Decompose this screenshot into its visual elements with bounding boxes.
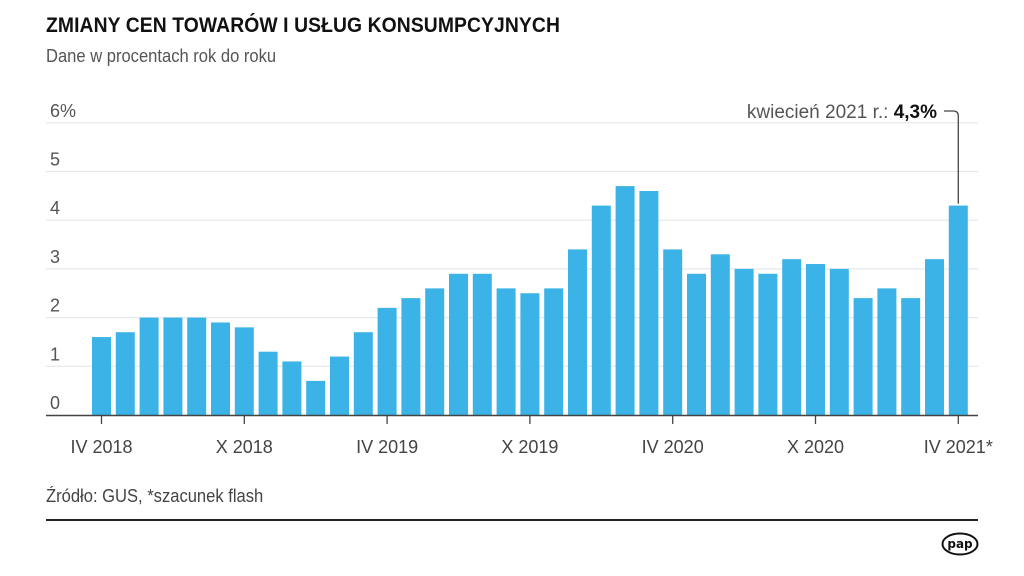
annotation-leader-line: [944, 110, 959, 204]
x-tick-label: IV 2021*: [924, 437, 993, 457]
x-tick-label: X 2020: [787, 437, 844, 457]
svg-text:pap: pap: [947, 537, 973, 551]
bar: [710, 254, 730, 415]
y-tick-label: 2: [50, 296, 60, 316]
bar: [258, 351, 278, 415]
y-tick-label: 0: [50, 393, 60, 413]
bar: [92, 337, 111, 415]
bar: [187, 317, 207, 415]
y-tick-label: 3: [50, 247, 60, 267]
bar: [306, 380, 326, 415]
bar: [639, 190, 659, 415]
x-tick-label: IV 2020: [642, 437, 704, 457]
y-tick-label: 5: [50, 150, 60, 170]
y-tick-label: 4: [50, 198, 60, 218]
y-axis-ticks: 0 1 2 3 4 5 6%: [50, 101, 76, 413]
bars: [92, 186, 968, 415]
bar: [425, 288, 445, 415]
bar: [472, 273, 492, 415]
bar: [948, 205, 968, 415]
bar: [449, 273, 468, 415]
footer-divider: [46, 519, 978, 521]
bar: [925, 259, 944, 415]
y-tick-label: 6%: [50, 101, 76, 121]
bar: [520, 293, 540, 415]
y-tick-label: 1: [50, 344, 60, 364]
annotation-prefix: kwiecień 2021 r.:: [747, 102, 894, 123]
annotation-value: 4,3%: [894, 102, 937, 123]
bar: [663, 249, 683, 415]
bar: [568, 249, 587, 415]
chart-subtitle: Dane w procentach rok do roku: [46, 46, 277, 66]
bar: [544, 288, 564, 415]
bar: [901, 298, 921, 415]
bar: [234, 327, 254, 415]
x-tick-label: IV 2018: [70, 437, 132, 457]
chart-title: ZMIANY CEN TOWARÓW I USŁUG KONSUMPCYJNYC…: [46, 14, 560, 37]
x-tick-label: IV 2019: [356, 437, 418, 457]
bar: [353, 332, 373, 415]
annotation: kwiecień 2021 r.: 4,3%: [747, 102, 959, 204]
bar: [758, 273, 778, 415]
bar: [687, 273, 706, 415]
bar: [139, 317, 159, 415]
x-axis-ticks: IV 2018 X 2018 IV 2019 X 2019 IV 2020 X 2020 I…: [70, 415, 993, 457]
pap-logo-icon: pap: [941, 532, 979, 556]
bar: [853, 298, 873, 415]
bar: [282, 361, 302, 415]
bar: [496, 288, 516, 415]
x-tick-label: X 2018: [216, 437, 273, 457]
bar: [782, 259, 802, 415]
bar: [806, 264, 825, 415]
x-tick-label: X 2019: [501, 437, 558, 457]
bar: [163, 317, 183, 415]
bar: [115, 332, 135, 415]
bar: [330, 356, 349, 415]
bar: [829, 268, 849, 415]
bar: [377, 307, 397, 415]
bar: [401, 298, 421, 415]
source-note: Źródło: GUS, *szacunek flash: [46, 486, 264, 506]
bar: [877, 288, 897, 415]
bar: [591, 205, 611, 415]
bar: [615, 186, 635, 415]
bar: [211, 322, 230, 415]
annotation-label: kwiecień 2021 r.: 4,3%: [747, 102, 937, 123]
bar: [734, 268, 754, 415]
